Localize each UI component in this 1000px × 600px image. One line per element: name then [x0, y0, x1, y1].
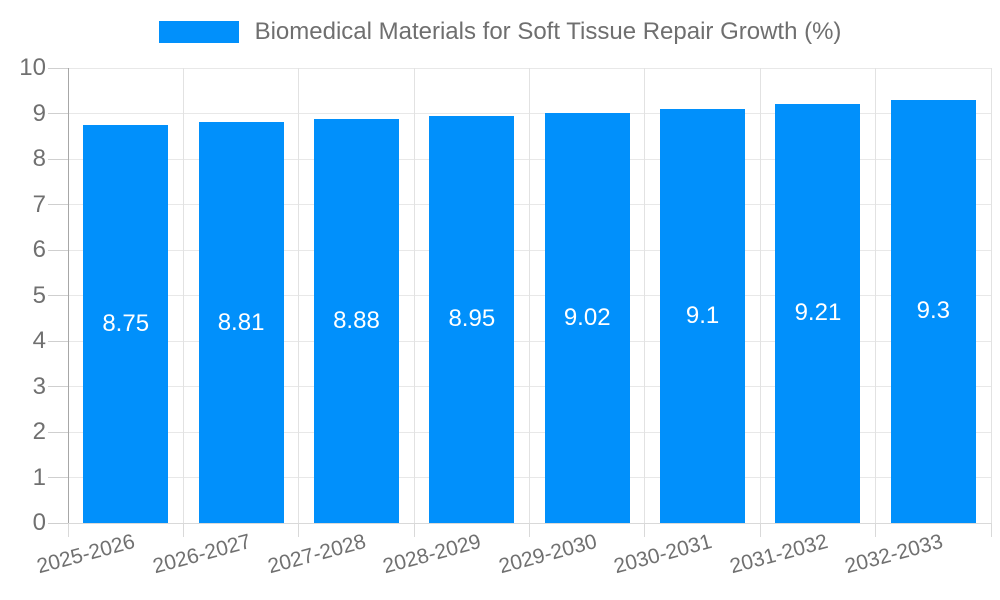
bar-value-label: 9.1 [685, 301, 720, 329]
x-axis-tick-label: 2025-2026 [34, 530, 138, 579]
x-axis-tick [413, 523, 415, 537]
y-axis-tick [48, 431, 68, 433]
bar-value-label: 8.95 [448, 305, 496, 333]
y-axis-tick [48, 386, 68, 387]
x-axis-tick [759, 523, 761, 537]
x-axis-tick-label: 2026-2027 [150, 530, 254, 579]
x-axis-tick [875, 523, 877, 537]
gridline-vertical [529, 68, 530, 523]
y-axis-tick [48, 204, 68, 205]
y-axis-tick [48, 158, 68, 160]
bar[interactable] [429, 115, 515, 523]
x-axis-tick-label: 2031-2032 [726, 530, 830, 579]
bar[interactable] [544, 112, 630, 523]
gridline-vertical [413, 68, 415, 523]
gridline-vertical [182, 68, 184, 523]
x-axis-tick-label: 2027-2028 [265, 530, 369, 579]
bar-value-label: 9.02 [563, 303, 611, 331]
bar[interactable] [83, 124, 169, 523]
y-axis-tick-label: 4 [32, 327, 46, 354]
y-axis-line [67, 68, 69, 523]
x-axis-tick-label: 2028-2029 [380, 530, 484, 579]
y-axis-tick-label: 1 [32, 463, 46, 491]
y-axis-tick-label: 0 [32, 509, 46, 536]
bar[interactable] [890, 99, 976, 523]
x-axis-tick [182, 523, 184, 537]
x-axis-tick [298, 523, 300, 537]
x-axis-tick-label: 2030-2031 [611, 530, 715, 579]
y-axis-tick [48, 340, 68, 342]
gridline-vertical [644, 68, 646, 523]
bar[interactable] [313, 118, 399, 523]
bar[interactable] [775, 103, 861, 523]
y-axis-tick [48, 249, 68, 251]
y-axis-tick-label: 8 [32, 145, 46, 172]
legend[interactable]: Biomedical Materials for Soft Tissue Rep… [0, 18, 1000, 46]
y-axis-tick [48, 67, 68, 69]
y-axis-tick [48, 522, 68, 524]
y-axis-tick [48, 477, 68, 478]
bar[interactable] [660, 108, 746, 523]
y-axis-tick [48, 295, 68, 296]
bar-value-label: 9.3 [916, 297, 950, 325]
x-axis-tick [529, 523, 530, 537]
bar-value-label: 9.21 [794, 299, 842, 327]
x-axis-tick [990, 523, 992, 537]
bar-value-label: 8.75 [102, 309, 150, 337]
x-axis-tick [67, 523, 69, 537]
y-axis-tick-label: 7 [32, 190, 46, 218]
y-axis-tick-label: 9 [32, 99, 46, 127]
x-axis-line [68, 522, 991, 524]
bar-value-label: 8.81 [217, 308, 265, 336]
y-axis-tick [48, 113, 68, 114]
gridline-vertical [990, 68, 992, 523]
y-axis-tick-label: 2 [32, 418, 46, 445]
bar-value-label: 8.88 [333, 306, 380, 334]
bar[interactable] [198, 122, 284, 523]
gridline-vertical [298, 68, 300, 523]
x-axis-tick-label: 2029-2030 [496, 530, 600, 579]
y-axis-tick-label: 3 [32, 372, 46, 400]
y-axis-tick-label: 10 [19, 54, 46, 81]
y-axis-tick-label: 6 [32, 236, 46, 263]
y-axis-tick-label: 5 [32, 281, 46, 309]
legend-label: Biomedical Materials for Soft Tissue Rep… [254, 18, 842, 45]
x-axis-tick [644, 523, 646, 537]
gridline-vertical [759, 68, 761, 523]
legend-swatch [158, 21, 239, 43]
x-axis-tick-label: 2032-2033 [842, 530, 946, 579]
gridline-vertical [875, 68, 877, 523]
